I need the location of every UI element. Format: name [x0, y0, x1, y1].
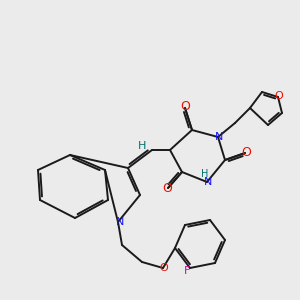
- Text: H: H: [201, 169, 209, 179]
- Text: O: O: [241, 146, 251, 160]
- Text: F: F: [184, 266, 190, 276]
- Text: O: O: [162, 182, 172, 194]
- Text: O: O: [180, 100, 190, 113]
- Text: O: O: [274, 91, 284, 101]
- Text: N: N: [204, 177, 212, 187]
- Text: H: H: [138, 141, 146, 151]
- Text: N: N: [116, 217, 124, 227]
- Text: O: O: [160, 263, 168, 273]
- Text: N: N: [215, 132, 223, 142]
